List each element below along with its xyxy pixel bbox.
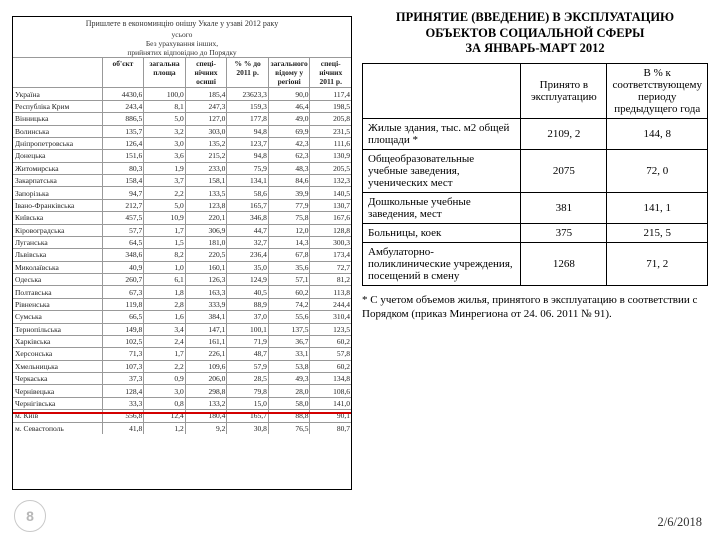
table-row: Больницы, коек375215, 5 [363, 223, 708, 242]
left-data-row: Івано-Франківська212,75,0123,8165,777,91… [13, 199, 351, 211]
date-stamp: 2/6/2018 [658, 515, 702, 530]
row-value-accepted: 381 [521, 192, 607, 223]
row-label: Жилые здания, тыс. м2 общей площади * [363, 118, 521, 149]
left-data-row: м. Київ556,812,4180,4165,788,890,1 [13, 409, 351, 421]
row-value-percent: 215, 5 [607, 223, 708, 242]
left-head-cell: спеці-нічних осиші [186, 58, 228, 87]
left-data-row: Житомирська80,31,9233,075,948,3205,5 [13, 162, 351, 174]
left-data-row: Рівненська119,82,8333,988,974,2244,4 [13, 298, 351, 310]
row-value-percent: 72, 0 [607, 149, 708, 192]
left-data-row: Харківська102,52,4161,171,936,760,2 [13, 335, 351, 347]
left-data-row: Дніпропетровська126,43,0135,2123,742,311… [13, 137, 351, 149]
main-data-table: Принято в эксплуатацию В % к соответству… [362, 63, 708, 286]
left-data-row: Львівська348,68,2220,5236,467,8173,4 [13, 248, 351, 260]
left-sub3: прийнятих відповідно до Порядку [13, 48, 351, 57]
page-number-badge: 8 [14, 500, 46, 532]
left-data-row: Хмельницька107,32,2109,657,953,860,2 [13, 360, 351, 372]
row-value-accepted: 1268 [521, 242, 607, 285]
left-source-table: Пришлете в економинцію онішу Укале у уза… [12, 16, 352, 490]
left-data-row: Кіровоградська57,71,7306,944,712,0128,8 [13, 224, 351, 236]
left-data-row: Запорізька94,72,2133,558,639,9140,5 [13, 186, 351, 198]
table-row: Жилые здания, тыс. м2 общей площади *210… [363, 118, 708, 149]
row-value-accepted: 2075 [521, 149, 607, 192]
col-accepted: Принято в эксплуатацию [521, 63, 607, 118]
highlight-line [13, 412, 351, 414]
title-line-2: ОБЪЕКТОВ СОЦИАЛЬНОЙ СФЕРЫ [426, 26, 645, 40]
left-data-row: Луганська64,51,5181,032,714,3300,3 [13, 236, 351, 248]
row-value-percent: 144, 8 [607, 118, 708, 149]
left-data-row: Чернігівська33,30,8133,215,058,0141,0 [13, 397, 351, 409]
left-data-row: Республіка Крим243,48,1247,3159,346,4198… [13, 100, 351, 112]
table-row: Амбулаторно-поликлинические учреждения, … [363, 242, 708, 285]
footnote: * С учетом объемов жилья, принятого в эк… [362, 286, 708, 322]
left-data-row: Одеська260,76,1126,3124,957,181,2 [13, 273, 351, 285]
row-label: Общеобразовательные учебные заведения, у… [363, 149, 521, 192]
row-value-accepted: 2109, 2 [521, 118, 607, 149]
left-data-row: Закарпатська158,43,7158,1134,184,6132,3 [13, 174, 351, 186]
left-data-row: Волинська135,73,2303,094,869,9231,5 [13, 125, 351, 137]
main-title: ПРИНЯТИЕ (ВВЕДЕНИЕ) В ЭКСПЛУАТАЦИЮ ОБЪЕК… [362, 10, 708, 63]
left-head-cell: загального відому у регіоні [269, 58, 311, 87]
left-data-row: Донецька151,63,6215,294,862,3130,9 [13, 149, 351, 161]
left-head-cell [13, 58, 103, 87]
left-data-row: Чернівецька128,43,0298,879,828,0108,6 [13, 384, 351, 396]
row-value-accepted: 375 [521, 223, 607, 242]
title-line-3: ЗА ЯНВАРЬ-МАРТ 2012 [465, 41, 604, 55]
row-label: Амбулаторно-поликлинические учреждения, … [363, 242, 521, 285]
left-data-row: м. Севастополь41,81,29,230,876,580,7 [13, 422, 351, 434]
left-head-cell: об'єкт [103, 58, 145, 87]
left-data-row: Черкаська37,30,9206,028,549,3134,8 [13, 372, 351, 384]
title-line-1: ПРИНЯТИЕ (ВВЕДЕНИЕ) В ЭКСПЛУАТАЦИЮ [396, 10, 674, 24]
left-header-row: об'єктзагальна площаспеці-нічних осиші% … [13, 57, 351, 87]
left-data-row: Україна4430,6100,0185,423623,390,0117,4 [13, 87, 351, 99]
row-label: Больницы, коек [363, 223, 521, 242]
left-title: Пришлете в економинцію онішу Укале у уза… [13, 17, 351, 30]
table-row: Дошкольные учебные заведения, мест381141… [363, 192, 708, 223]
left-data-row: Миколаївська40,91,0160,135,035,672,7 [13, 261, 351, 273]
row-label: Дошкольные учебные заведения, мест [363, 192, 521, 223]
left-data-row: Сумська66,51,6384,137,055,6310,4 [13, 310, 351, 322]
table-row: Общеобразовательные учебные заведения, у… [363, 149, 708, 192]
left-data-row: Вінницька886,55,0127,0177,849,0205,8 [13, 112, 351, 124]
left-head-cell: спеці-нічних 2011 р. [310, 58, 351, 87]
row-value-percent: 141, 1 [607, 192, 708, 223]
left-sub2: Без урахування інших, [13, 39, 351, 48]
col-percent: В % к соответствующему периоду предыдуще… [607, 63, 708, 118]
left-data-row: Полтавська67,31,8163,340,560,2113,8 [13, 285, 351, 297]
left-data-row: Київська457,510,9220,1346,875,8167,6 [13, 211, 351, 223]
row-value-percent: 71, 2 [607, 242, 708, 285]
left-data-row: Херсонська71,31,7226,148,733,157,8 [13, 347, 351, 359]
table-header-row: Принято в эксплуатацию В % к соответству… [363, 63, 708, 118]
left-head-cell: загальна площа [144, 58, 186, 87]
left-data-row: Тернопільська149,83,4147,1100,1137,5123,… [13, 323, 351, 335]
left-head-cell: % % до 2011 р. [227, 58, 269, 87]
left-subtitle: усього [13, 30, 351, 39]
